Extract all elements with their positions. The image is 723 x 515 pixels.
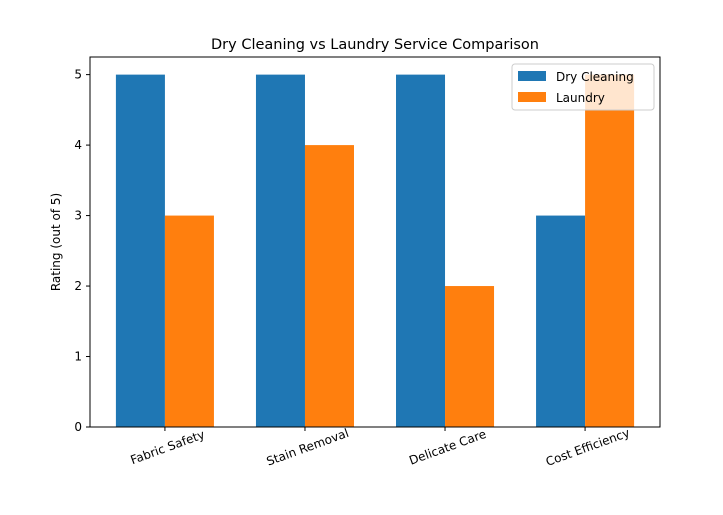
x-tick-label: Fabric Safety (129, 427, 207, 467)
bar-laundry-2 (445, 286, 495, 427)
y-axis-label: Rating (out of 5) (49, 193, 63, 291)
y-tick-label: 5 (74, 68, 82, 82)
bar-dry-cleaning-1 (255, 74, 305, 427)
legend-box (511, 63, 655, 111)
x-tick-label: Stain Removal (265, 426, 351, 469)
x-tick-label: Cost Efficiency (544, 426, 632, 469)
chart-title: Dry Cleaning vs Laundry Service Comparis… (211, 37, 539, 53)
bar-laundry-3 (585, 74, 635, 427)
bar-dry-cleaning-3 (536, 215, 586, 427)
bar-laundry-1 (304, 145, 354, 427)
legend-label: Laundry (556, 91, 605, 105)
bar-laundry-0 (164, 215, 214, 427)
y-tick-label: 1 (74, 350, 82, 364)
y-tick-label: 3 (74, 209, 82, 223)
legend: Dry Cleaning Laundry (511, 63, 655, 111)
y-tick-label: 4 (74, 138, 82, 152)
legend-label: Dry Cleaning (556, 70, 634, 84)
plot-frame (89, 56, 661, 428)
y-tick-label: 0 (74, 420, 82, 434)
legend-swatch (518, 71, 546, 81)
y-tick-label: 2 (74, 279, 82, 293)
legend-swatch (518, 92, 546, 102)
bar-dry-cleaning-0 (115, 74, 165, 427)
bar-dry-cleaning-2 (396, 74, 446, 427)
x-tick-label: Delicate Care (407, 427, 488, 468)
